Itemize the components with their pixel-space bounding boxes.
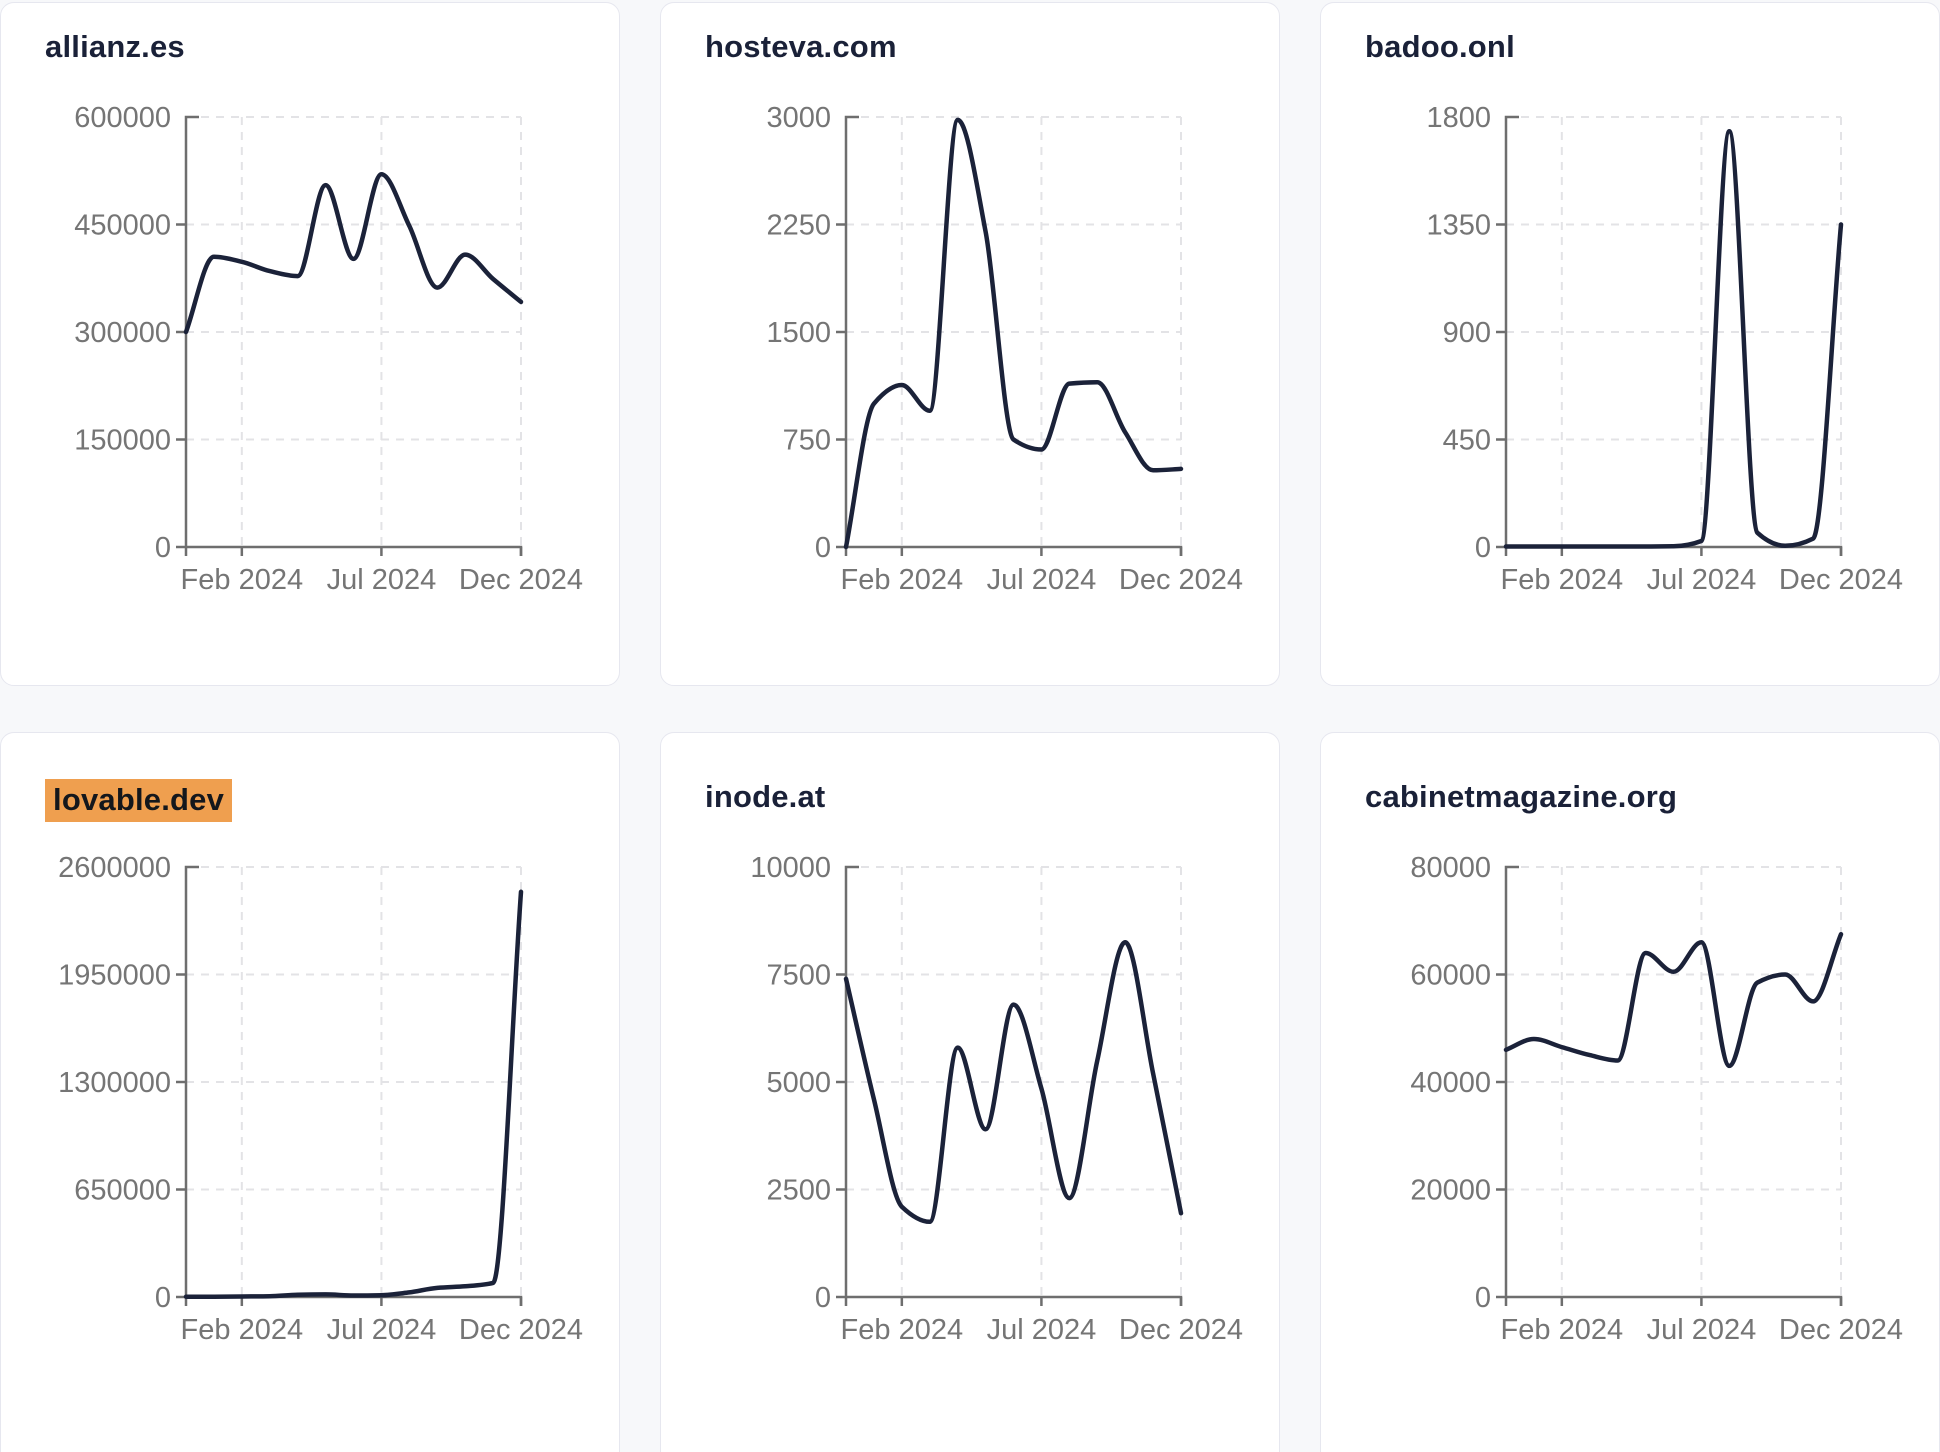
- chart-card-cabinetmagazine: cabinetmagazine.org 0 20000 40000 60000 8000…: [1320, 732, 1940, 1452]
- y-tick-label: 2500: [766, 1175, 831, 1207]
- x-tick-label: Dec 2024: [1119, 1314, 1243, 1346]
- y-tick-label: 1500: [766, 317, 831, 349]
- chart-card-allianz: allianz.es 0 150000 300000 450000 600000 Feb …: [0, 2, 620, 686]
- series-line: [1503, 931, 1844, 1069]
- y-tick-label: 1800: [1426, 102, 1491, 134]
- series-line: [183, 172, 524, 335]
- x-tick-label: Jul 2024: [1647, 564, 1757, 596]
- card-title-wrap: badoo.onl: [1365, 29, 1939, 73]
- card-title-wrap: cabinetmagazine.org: [1365, 779, 1939, 823]
- chart-title[interactable]: hosteva.com: [705, 29, 897, 64]
- y-axis-line: [844, 115, 859, 556]
- chart-title[interactable]: allianz.es: [45, 29, 185, 64]
- y-tick-label: 900: [1443, 317, 1491, 349]
- x-tick-label: Jul 2024: [327, 1314, 437, 1346]
- y-axis-line: [1504, 115, 1519, 556]
- x-axis-line: [186, 545, 523, 556]
- y-tick-label: 0: [815, 532, 831, 564]
- y-tick-label: 750: [783, 425, 831, 457]
- x-tick-label: Dec 2024: [1779, 564, 1903, 596]
- chart-card-hosteva: hosteva.com 0 750 1500 2250 3000 Feb 2024 Jul …: [660, 2, 1280, 686]
- chart-title-highlighted[interactable]: lovable.dev: [45, 779, 233, 822]
- y-tick-label: 650000: [74, 1175, 171, 1207]
- y-axis-line: [184, 865, 199, 1306]
- x-tick-label: Jul 2024: [987, 564, 1097, 596]
- y-tick-label: 600000: [74, 102, 171, 134]
- series-line: [183, 889, 524, 1299]
- series-line: [843, 940, 1184, 1225]
- x-tick-label: Feb 2024: [181, 564, 304, 596]
- x-tick-label: Dec 2024: [459, 564, 583, 596]
- line-chart-canvas: 0 450 900 1350 1800 Feb 2024 Jul 2024 Dec 2024: [1426, 102, 1903, 596]
- x-tick-label: Jul 2024: [1647, 1314, 1757, 1346]
- y-tick-label: 7500: [766, 960, 831, 992]
- chart-card-inode: inode.at 0 2500 5000 7500 10000 Feb 2024 Jul 2…: [660, 732, 1280, 1452]
- y-tick-label: 150000: [74, 425, 171, 457]
- y-tick-label: 0: [155, 1282, 171, 1314]
- y-tick-label: 0: [1475, 1282, 1491, 1314]
- y-tick-label: 0: [815, 1282, 831, 1314]
- y-tick-label: 3000: [766, 102, 831, 134]
- y-axis-line: [1504, 865, 1519, 1306]
- y-tick-label: 40000: [1410, 1067, 1491, 1099]
- x-tick-label: Jul 2024: [327, 564, 437, 596]
- x-tick-label: Feb 2024: [841, 564, 964, 596]
- line-chart-canvas: 0 150000 300000 450000 600000 Feb 2024 Jul 202…: [74, 102, 583, 596]
- x-tick-label: Dec 2024: [459, 1314, 583, 1346]
- y-tick-label: 10000: [750, 852, 831, 884]
- x-tick-label: Feb 2024: [841, 1314, 964, 1346]
- chart-card-badoo: badoo.onl 0 450 900 1350 1800 Feb 2024 Jul 202…: [1320, 2, 1940, 686]
- line-chart-canvas: 0 2500 5000 7500 10000 Feb 2024 Jul 2024 Dec 20…: [750, 852, 1243, 1346]
- y-tick-label: 5000: [766, 1067, 831, 1099]
- y-tick-label: 450: [1443, 425, 1491, 457]
- y-axis-line: [844, 865, 859, 1306]
- x-tick-label: Feb 2024: [1501, 564, 1624, 596]
- x-axis-line: [1506, 1295, 1843, 1306]
- line-chart-canvas: 0 750 1500 2250 3000 Feb 2024 Jul 2024 Dec 2024: [766, 102, 1243, 596]
- series-line: [843, 117, 1184, 550]
- y-tick-label: 1350: [1426, 210, 1491, 242]
- x-tick-label: Feb 2024: [1501, 1314, 1624, 1346]
- line-chart-canvas: 0 650000 1300000 1950000 2600000 Feb 2024 Jul …: [58, 852, 583, 1346]
- line-chart-canvas: 0 20000 40000 60000 80000 Feb 2024 Jul 2024 Dec…: [1410, 852, 1903, 1346]
- card-title-wrap: lovable.dev: [45, 779, 619, 823]
- y-tick-label: 300000: [74, 317, 171, 349]
- x-tick-label: Jul 2024: [987, 1314, 1097, 1346]
- x-tick-label: Dec 2024: [1779, 1314, 1903, 1346]
- card-title-wrap: inode.at: [705, 779, 1279, 823]
- y-tick-label: 1950000: [58, 960, 171, 992]
- y-tick-label: 60000: [1410, 960, 1491, 992]
- y-tick-label: 450000: [74, 210, 171, 242]
- card-title-wrap: hosteva.com: [705, 29, 1279, 73]
- y-axis-line: [184, 115, 199, 556]
- x-axis-line: [846, 1295, 1183, 1306]
- series-line: [1503, 129, 1844, 549]
- chart-card-lovable: lovable.dev 0 650000 1300000 1950000 2600000…: [0, 732, 620, 1452]
- y-tick-label: 20000: [1410, 1175, 1491, 1207]
- card-title-wrap: allianz.es: [45, 29, 619, 73]
- y-tick-label: 2600000: [58, 852, 171, 884]
- chart-title[interactable]: badoo.onl: [1365, 29, 1515, 64]
- y-tick-label: 80000: [1410, 852, 1491, 884]
- x-axis-line: [846, 545, 1183, 556]
- y-tick-label: 0: [1475, 532, 1491, 564]
- chart-title[interactable]: cabinetmagazine.org: [1365, 779, 1678, 814]
- x-tick-label: Dec 2024: [1119, 564, 1243, 596]
- y-tick-label: 1300000: [58, 1067, 171, 1099]
- chart-title[interactable]: inode.at: [705, 779, 826, 814]
- x-tick-label: Feb 2024: [181, 1314, 304, 1346]
- y-tick-label: 2250: [766, 210, 831, 242]
- y-tick-label: 0: [155, 532, 171, 564]
